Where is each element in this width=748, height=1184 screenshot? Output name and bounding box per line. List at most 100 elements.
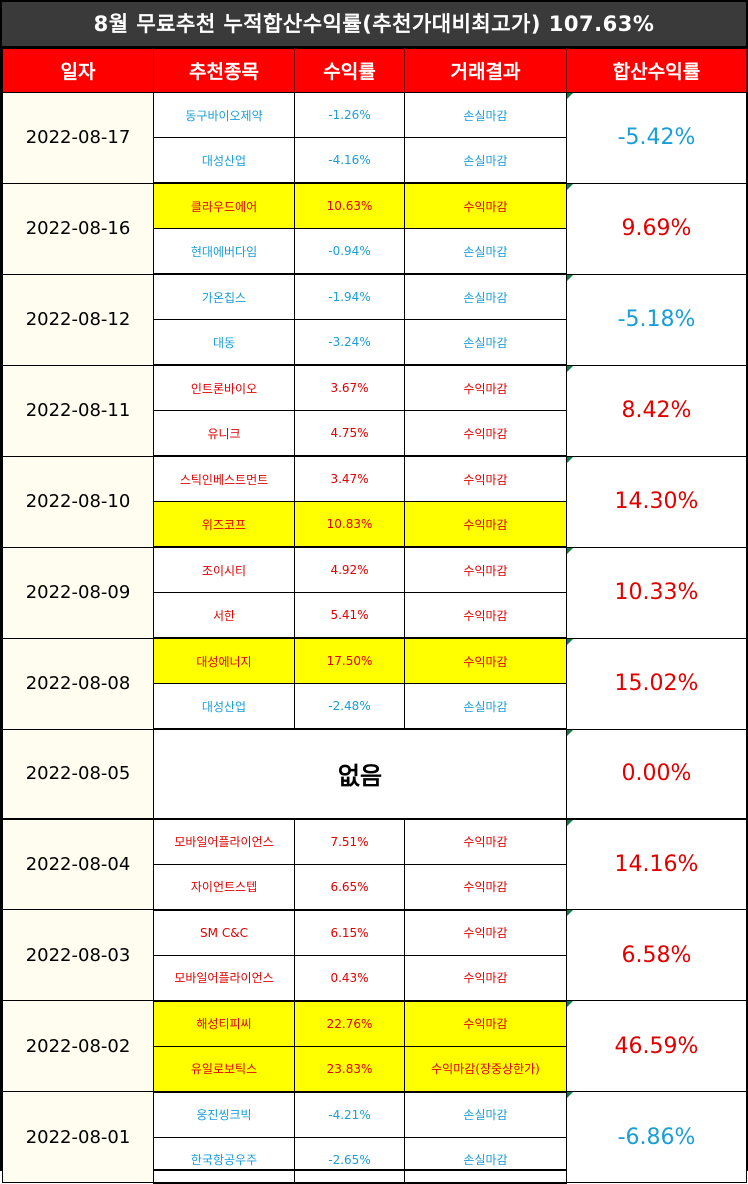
return-rate: 5.41% — [294, 592, 405, 639]
table-row: 2022-08-03 SM C&C 6.15% 수익마감 6.58% — [2, 909, 747, 1001]
trade-result: 수익마감 — [404, 546, 567, 593]
trade-result: 수익마감 — [404, 410, 567, 457]
return-rate: -2.65% — [294, 1136, 405, 1184]
header-date: 일자 — [2, 48, 154, 93]
table-row: 2022-08-01 웅진씽크빅 -4.21% 손실마감 -6.86% — [2, 1091, 747, 1183]
stock-name: 해성티피씨 — [153, 1000, 295, 1047]
stock-name: SM C&C — [153, 909, 295, 956]
row-total-return: 8.42% — [566, 364, 747, 457]
stock-name: 서한 — [153, 592, 295, 639]
returns-table: 일자 추천종목 수익률 거래결과 합산수익률 2022-08-17 동구바이오제약… — [2, 48, 747, 1184]
trade-result: 수익마감 — [404, 592, 567, 639]
trade-result: 손실마감 — [404, 319, 567, 366]
trade-result: 수익마감 — [404, 818, 567, 865]
return-rate: 0.43% — [294, 954, 405, 1002]
table-row: 현대에버다임 -0.94% 손실마감 — [3, 228, 747, 275]
trade-result: 손실마감 — [404, 92, 567, 138]
row-total-return: -5.18% — [566, 273, 747, 366]
stock-name: 인트론바이오 — [153, 364, 295, 411]
row-date: 2022-08-01 — [2, 1091, 154, 1183]
return-rate: -2.48% — [294, 683, 405, 730]
trade-result: 손실마감 — [404, 137, 567, 184]
trade-result: 수익마감 — [404, 182, 567, 229]
return-rate: 10.83% — [294, 501, 405, 548]
table-row: 2022-08-02 해성티피씨 22.76% 수익마감 46.59% — [2, 1000, 747, 1092]
return-rate: 4.92% — [294, 546, 405, 593]
trade-result: 수익마감 — [404, 637, 567, 684]
stock-name: 대동 — [153, 319, 295, 366]
row-date: 2022-08-16 — [2, 182, 154, 275]
row-date: 2022-08-12 — [2, 273, 154, 366]
trade-result: 수익마감 — [404, 1000, 567, 1047]
stock-name: 동구바이오제약 — [153, 92, 295, 138]
trade-result: 손실마감 — [404, 228, 567, 275]
stock-name: 한국항공우주 — [153, 1136, 295, 1184]
row-total-return: -6.86% — [566, 1091, 747, 1183]
return-rate: 6.15% — [294, 909, 405, 956]
return-rate: 6.65% — [294, 863, 405, 911]
row-date: 2022-08-02 — [2, 1000, 154, 1092]
return-rate: -4.16% — [294, 137, 405, 184]
stock-name: 현대에버다임 — [153, 228, 295, 275]
trade-result: 손실마감 — [404, 683, 567, 730]
row-date: 2022-08-08 — [2, 637, 154, 730]
trade-result: 수익마감(장중상한가) — [404, 1045, 567, 1093]
stock-name: 유니크 — [153, 410, 295, 457]
stock-name: 조이시티 — [153, 546, 295, 593]
no-recommendation: 없음 — [153, 728, 567, 820]
row-total-return: 15.02% — [566, 637, 747, 730]
stock-name: 대성에너지 — [153, 637, 295, 684]
stock-name: 대성산업 — [153, 137, 295, 184]
row-date: 2022-08-05 — [2, 728, 154, 820]
trade-result: 수익마감 — [404, 863, 567, 911]
trade-result: 수익마감 — [404, 364, 567, 411]
header-rate: 수익률 — [294, 48, 405, 93]
table-row: 2022-08-12 가온칩스 -1.94% 손실마감 -5.18% — [2, 273, 747, 366]
row-total-return: 46.59% — [566, 1000, 747, 1092]
table-body: 2022-08-17 동구바이오제약 -1.26% 손실마감 -5.42% 대성산업 -4.… — [2, 92, 747, 1184]
row-total-return: 6.58% — [566, 909, 747, 1001]
row-total-return: 0.00% — [566, 728, 747, 820]
row-date: 2022-08-17 — [2, 92, 154, 184]
trade-result: 수익마감 — [404, 954, 567, 1002]
table-row: 자이언트스텝 6.65% 수익마감 — [3, 863, 747, 911]
table-row: 2022-08-04 모바일어플라이언스 7.51% 수익마감 14.16% — [2, 818, 747, 910]
return-rate: 23.83% — [294, 1045, 405, 1093]
row-total-return: 14.16% — [566, 818, 747, 910]
table-row: 대동 -3.24% 손실마감 — [3, 319, 747, 366]
table-row: 서한 5.41% 수익마감 — [3, 592, 747, 639]
stock-name: 웅진씽크빅 — [153, 1091, 295, 1138]
row-total-return: 9.69% — [566, 182, 747, 275]
table-row: 유일로보틱스 23.83% 수익마감(장중상한가) — [3, 1045, 747, 1093]
stock-name: 가온칩스 — [153, 273, 295, 320]
trade-result: 수익마감 — [404, 501, 567, 548]
table-row: 2022-08-16 클라우드에어 10.63% 수익마감 9.69% — [2, 182, 747, 275]
return-rate: -4.21% — [294, 1091, 405, 1138]
header-total: 합산수익률 — [566, 48, 747, 93]
trade-result: 수익마감 — [404, 909, 567, 956]
table-row: 대성산업 -2.48% 손실마감 — [3, 683, 747, 730]
stock-name: 클라우드에어 — [153, 182, 295, 229]
row-date: 2022-08-11 — [2, 364, 154, 457]
return-rate: 10.63% — [294, 182, 405, 229]
return-rate: -0.94% — [294, 228, 405, 275]
stock-name: 유일로보틱스 — [153, 1045, 295, 1093]
header-row: 일자 추천종목 수익률 거래결과 합산수익률 — [2, 48, 747, 93]
sheet-title: 8월 무료추천 누적합산수익률(추천가대비최고가) 107.63% — [2, 2, 746, 48]
table-row: 2022-08-08 대성에너지 17.50% 수익마감 15.02% — [2, 637, 747, 730]
row-date: 2022-08-09 — [2, 546, 154, 639]
table-row: 모바일어플라이언스 0.43% 수익마감 — [3, 954, 747, 1002]
stock-name: 자이언트스텝 — [153, 863, 295, 911]
row-date: 2022-08-03 — [2, 909, 154, 1001]
return-rate: 17.50% — [294, 637, 405, 684]
row-date: 2022-08-04 — [2, 818, 154, 910]
return-rate: 3.47% — [294, 455, 405, 502]
return-rate: 3.67% — [294, 364, 405, 411]
header-stock: 추천종목 — [153, 48, 295, 93]
row-total-return: 10.33% — [566, 546, 747, 639]
return-rate: 4.75% — [294, 410, 405, 457]
stock-name: 대성산업 — [153, 683, 295, 730]
stock-name: 스틱인베스트먼트 — [153, 455, 295, 502]
table-row: 유니크 4.75% 수익마감 — [3, 410, 747, 457]
